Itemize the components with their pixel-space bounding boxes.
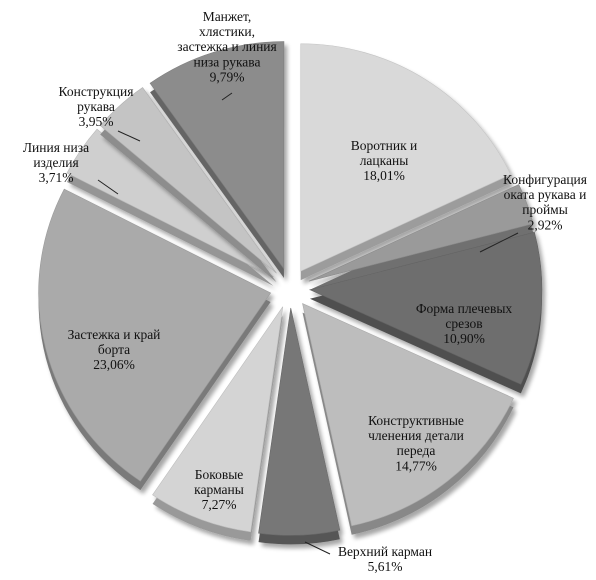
- pie-slice-6: [152, 306, 284, 541]
- slice-label-1: Воротник и лацканы 18,01%: [351, 138, 418, 183]
- slice-label-6: Боковые карманы 7,27%: [194, 467, 244, 512]
- leader-line-10: [221, 92, 233, 101]
- pie-slice-top: [152, 306, 284, 533]
- slice-label-4: Конструктивные членения детали переда 14,77…: [368, 413, 464, 473]
- leader-line-9: [117, 130, 141, 142]
- pie-slice-top: [300, 43, 512, 272]
- slices-layer: [38, 41, 543, 545]
- labels-layer: Воротник и лацканы 18,01% Конфигурация оката…: [23, 9, 587, 574]
- pie-slice-top: [66, 128, 274, 278]
- slice-label-10: Манжет, хлястики, застежка и линия низа рук…: [177, 9, 276, 84]
- pie-slice-1: [300, 43, 512, 281]
- slice-label-7: Застежка и край борта 23,06%: [68, 327, 161, 372]
- pie-slice-9: [99, 87, 277, 283]
- pie-slice-10: [149, 41, 285, 278]
- slice-label-9: Конструкция рукава 3,95%: [59, 84, 134, 129]
- leader-line-8: [97, 179, 119, 195]
- leader-lines: [97, 92, 519, 555]
- pie-slice-top: [308, 184, 534, 282]
- pie-slice-top: [149, 41, 285, 270]
- pie-slice-top: [99, 87, 277, 274]
- pie-slice-2: [308, 184, 534, 291]
- pie-slice-top: [258, 307, 341, 536]
- slice-label-2: Конфигурация оката рукава и проймы 2,92%: [503, 172, 587, 232]
- slice-label-5: Верхний карман 5,61%: [338, 544, 432, 574]
- pie-slice-7: [38, 188, 272, 491]
- leader-line-5: [304, 541, 331, 555]
- pie-slice-5: [258, 307, 341, 545]
- pie-slice-3: [309, 231, 543, 394]
- pie-slice-4: [302, 303, 514, 535]
- pie-slice-top: [309, 231, 543, 385]
- leader-line-2: [479, 232, 519, 253]
- pie-slice-top: [38, 188, 272, 482]
- pie-slice-8: [66, 128, 274, 286]
- pie-slice-top: [302, 303, 514, 527]
- slice-label-8: Линия низа изделия 3,71%: [23, 140, 89, 185]
- slice-label-3: Форма плечевых срезов 10,90%: [416, 301, 513, 346]
